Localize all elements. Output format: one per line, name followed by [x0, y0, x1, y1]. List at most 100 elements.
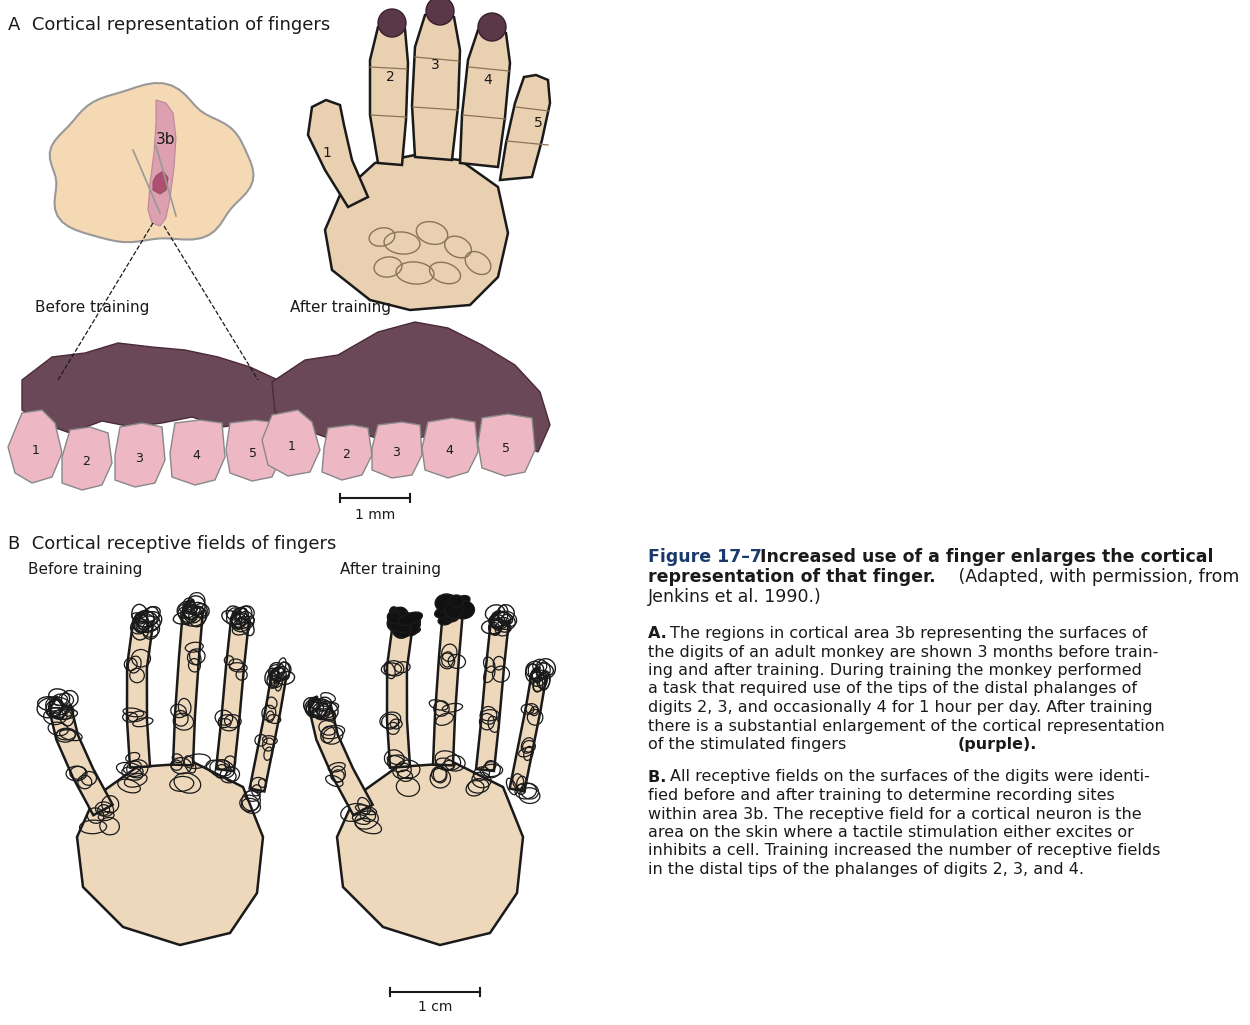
Text: Jenkins et al. 1990.): Jenkins et al. 1990.) [648, 588, 821, 606]
Text: a task that required use of the tips of the distal phalanges of: a task that required use of the tips of … [648, 682, 1138, 697]
Text: 5: 5 [534, 116, 542, 130]
Text: 1 mm: 1 mm [355, 508, 395, 522]
Text: Before training: Before training [28, 562, 142, 577]
Polygon shape [370, 23, 408, 165]
Ellipse shape [395, 613, 414, 631]
Ellipse shape [435, 594, 457, 612]
Text: 1: 1 [288, 441, 295, 453]
Polygon shape [388, 613, 412, 768]
Ellipse shape [399, 626, 420, 634]
Ellipse shape [400, 616, 420, 636]
Ellipse shape [450, 594, 464, 608]
Text: Before training: Before training [35, 300, 150, 315]
Text: Increased use of a finger enlarges the cortical: Increased use of a finger enlarges the c… [748, 548, 1214, 566]
Text: ing and after training. During training the monkey performed: ing and after training. During training … [648, 663, 1142, 678]
Text: After training: After training [340, 562, 441, 577]
Ellipse shape [389, 619, 404, 630]
Ellipse shape [390, 607, 402, 624]
Polygon shape [8, 410, 63, 483]
Ellipse shape [440, 599, 458, 615]
Text: 3: 3 [135, 452, 142, 464]
Ellipse shape [445, 600, 462, 618]
Polygon shape [322, 425, 372, 480]
Text: All receptive fields on the surfaces of the digits were identi-: All receptive fields on the surfaces of … [670, 770, 1150, 784]
Polygon shape [127, 613, 152, 768]
Ellipse shape [390, 607, 408, 623]
Text: After training: After training [290, 300, 391, 315]
Ellipse shape [440, 604, 458, 617]
Text: 3b: 3b [156, 132, 176, 148]
Polygon shape [50, 83, 254, 242]
Polygon shape [309, 696, 372, 815]
Ellipse shape [451, 596, 470, 609]
Ellipse shape [398, 612, 422, 625]
Ellipse shape [402, 613, 420, 632]
Polygon shape [308, 100, 368, 207]
Text: fied before and after training to determine recording sites: fied before and after training to determ… [648, 788, 1115, 803]
Text: B  Cortical receptive fields of fingers: B Cortical receptive fields of fingers [8, 535, 336, 554]
Ellipse shape [451, 601, 475, 619]
Text: 4: 4 [484, 73, 492, 87]
Polygon shape [152, 171, 168, 194]
Polygon shape [325, 155, 508, 310]
Circle shape [426, 0, 454, 25]
Polygon shape [49, 696, 112, 815]
Polygon shape [272, 322, 550, 452]
Text: representation of that finger.: representation of that finger. [648, 568, 935, 586]
Text: there is a substantial enlargement of the cortical representation: there is a substantial enlargement of th… [648, 719, 1165, 734]
Ellipse shape [438, 615, 452, 625]
Ellipse shape [392, 626, 408, 639]
Circle shape [478, 13, 506, 41]
Text: (purple).: (purple). [958, 737, 1038, 752]
Polygon shape [460, 27, 510, 167]
Text: A.: A. [648, 626, 672, 641]
Polygon shape [22, 343, 288, 437]
Polygon shape [422, 418, 478, 478]
Ellipse shape [391, 620, 411, 638]
Ellipse shape [388, 611, 412, 631]
Text: The regions in cortical area 3b representing the surfaces of: The regions in cortical area 3b represen… [670, 626, 1148, 641]
Polygon shape [476, 611, 509, 771]
Text: 4: 4 [445, 444, 454, 457]
Polygon shape [173, 600, 203, 766]
Text: inhibits a cell. Training increased the number of receptive fields: inhibits a cell. Training increased the … [648, 844, 1160, 859]
Polygon shape [262, 410, 320, 476]
Polygon shape [432, 600, 462, 766]
Text: within area 3b. The receptive field for a cortical neuron is the: within area 3b. The receptive field for … [648, 807, 1141, 821]
Text: B.: B. [648, 770, 672, 784]
Polygon shape [510, 667, 546, 791]
Polygon shape [226, 420, 282, 481]
Polygon shape [338, 763, 522, 945]
Text: 4: 4 [192, 449, 201, 461]
Text: 5: 5 [503, 442, 510, 454]
Text: 3: 3 [430, 58, 440, 72]
Polygon shape [412, 11, 460, 160]
Circle shape [378, 9, 406, 37]
Text: 1: 1 [32, 444, 40, 457]
Ellipse shape [394, 626, 409, 634]
Polygon shape [62, 427, 112, 490]
Text: 1: 1 [322, 146, 331, 160]
Text: 1 cm: 1 cm [418, 1000, 452, 1014]
Polygon shape [78, 763, 262, 945]
Polygon shape [250, 667, 286, 791]
Text: area on the skin where a tactile stimulation either excites or: area on the skin where a tactile stimula… [648, 825, 1134, 840]
Polygon shape [500, 75, 550, 180]
Text: the digits of an adult monkey are shown 3 months before train-: the digits of an adult monkey are shown … [648, 645, 1159, 659]
Ellipse shape [442, 605, 460, 622]
Text: 2: 2 [342, 448, 350, 461]
Ellipse shape [388, 611, 401, 624]
Ellipse shape [390, 621, 410, 632]
Text: Figure 17–7: Figure 17–7 [648, 548, 762, 566]
Polygon shape [216, 611, 249, 771]
Polygon shape [478, 414, 535, 476]
Polygon shape [372, 422, 423, 478]
Text: in the distal tips of the phalanges of digits 2, 3, and 4.: in the distal tips of the phalanges of d… [648, 862, 1084, 877]
Ellipse shape [449, 598, 465, 615]
Text: digits 2, 3, and occasionally 4 for 1 hour per day. After training: digits 2, 3, and occasionally 4 for 1 ho… [648, 700, 1152, 715]
Ellipse shape [435, 606, 455, 618]
Text: 5: 5 [249, 447, 258, 460]
Text: 2: 2 [82, 455, 90, 468]
Ellipse shape [450, 600, 465, 610]
Text: 2: 2 [385, 70, 395, 84]
